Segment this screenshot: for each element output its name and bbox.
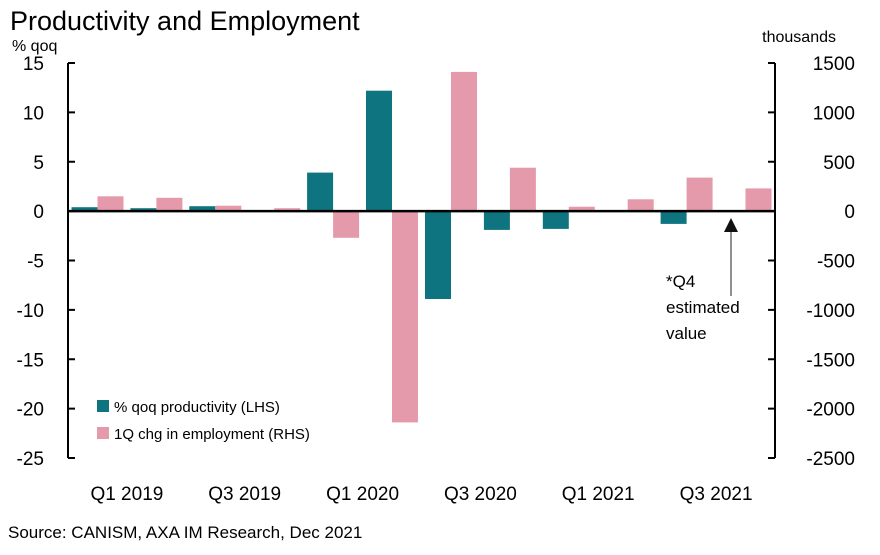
productivity-bar-1 (130, 208, 157, 212)
left-tick-label-0: 15 (23, 54, 44, 75)
right-tick-label-7: -2000 (806, 400, 855, 421)
productivity-bar-5 (366, 90, 392, 212)
productivity-bar-2 (189, 206, 216, 212)
left-tick-label-5: -10 (17, 301, 44, 322)
right-tick-label-3: 0 (844, 202, 855, 223)
right-tick-label-5: -1000 (806, 301, 855, 322)
productivity-bar-10 (660, 211, 687, 224)
left-tick-label-7: -20 (17, 400, 44, 421)
x-tick-label-3: Q3 2020 (444, 484, 517, 505)
right-tick-label-1: 1000 (813, 103, 855, 124)
right-tick-label-2: 500 (823, 153, 855, 174)
employment-bar-8 (568, 206, 595, 212)
productivity-bar-0 (71, 207, 98, 212)
source-note: Source: CANISM, AXA IM Research, Dec 202… (8, 523, 362, 542)
left-tick-label-1: 10 (23, 103, 44, 124)
annotation: *Q4 estimated value (666, 218, 740, 343)
x-tick-label-0: Q1 2019 (90, 484, 163, 505)
x-tick-label-5: Q3 2021 (680, 484, 753, 505)
tick-labels: 15 10 5 0 -5 -10 -15 -20 -25 1500 1000 500 0 -500 -100… (17, 54, 855, 505)
left-tick-label-4: -5 (27, 252, 44, 273)
annotation-line-2: estimated (666, 298, 740, 317)
legend-label-productivity: % qoq productivity (LHS) (114, 399, 280, 416)
left-tick-label-2: 5 (33, 153, 44, 174)
annotation-line-1: *Q4 (666, 272, 695, 291)
employment-bar-4 (333, 211, 360, 238)
left-tick-label-3: 0 (33, 202, 44, 223)
employment-bar-1 (156, 197, 183, 212)
right-tick-label-4: -500 (817, 252, 855, 273)
x-tick-label-1: Q3 2019 (208, 484, 281, 505)
legend-swatch-productivity (97, 400, 109, 412)
right-tick-label-0: 1500 (813, 54, 855, 75)
employment-bar-0 (97, 196, 124, 212)
legend: % qoq productivity (LHS) 1Q chg in emplo… (97, 399, 310, 443)
right-tick-label-6: -1500 (806, 350, 855, 371)
legend-swatch-employment (97, 427, 109, 439)
x-tick-label-2: Q1 2020 (326, 484, 399, 505)
right-tick-label-8: -2500 (806, 449, 855, 470)
employment-bar-3 (274, 208, 301, 212)
annotation-line-3: value (666, 324, 707, 343)
productivity-bar-6 (425, 211, 451, 299)
employment-bar-6 (451, 71, 477, 212)
left-tick-label-6: -15 (17, 350, 44, 371)
productivity-bar-4 (307, 172, 334, 212)
legend-label-employment: 1Q chg in employment (RHS) (114, 426, 310, 443)
right-axis-unit-label: thousands (762, 29, 836, 46)
annotation-arrow-head (724, 218, 738, 232)
employment-bar-2 (215, 205, 242, 212)
productivity-bar-7 (483, 211, 510, 230)
chart-title: Productivity and Employment (10, 6, 360, 36)
employment-bar-10 (686, 177, 713, 212)
productivity-bar-8 (542, 211, 569, 229)
left-tick-label-8: -25 (17, 449, 44, 470)
employment-bar-9 (627, 199, 654, 212)
employment-bar-11 (745, 188, 772, 212)
axes (67, 62, 776, 459)
bars (71, 71, 772, 423)
employment-bar-7 (509, 167, 536, 212)
x-tick-label-4: Q1 2021 (562, 484, 635, 505)
left-axis-unit-label: % qoq (12, 38, 57, 55)
employment-bar-5 (392, 211, 418, 423)
